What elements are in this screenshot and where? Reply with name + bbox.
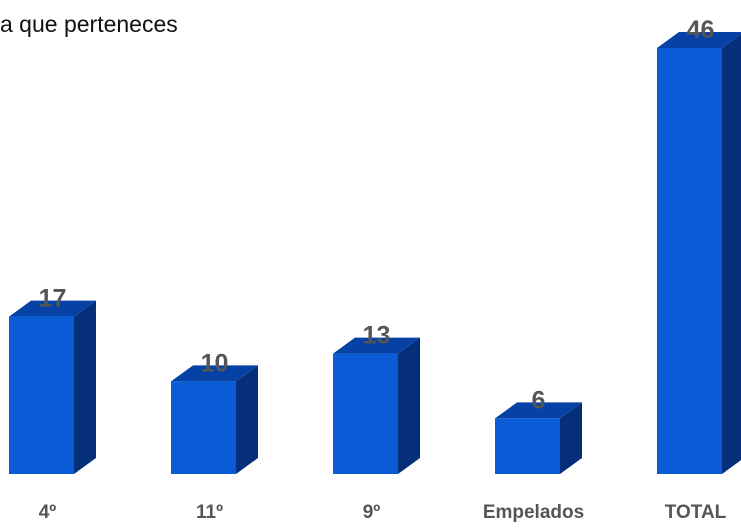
bar-top <box>171 365 258 382</box>
bar <box>495 418 560 474</box>
bar-top <box>495 402 582 419</box>
bar <box>9 316 74 474</box>
bar-side <box>74 300 96 474</box>
chart-title: a que perteneces <box>0 11 178 37</box>
bar-top <box>333 337 420 354</box>
bar <box>333 353 398 474</box>
data-label: 13 <box>363 322 391 350</box>
bar-side <box>560 402 582 474</box>
category-label: Empelados <box>483 502 584 523</box>
bar-group <box>495 402 582 474</box>
data-label: 17 <box>39 285 67 313</box>
bar-top <box>657 32 741 48</box>
bar-group <box>333 337 420 474</box>
bar <box>657 48 722 474</box>
bar-group <box>171 365 258 474</box>
category-label: TOTAL <box>665 502 727 523</box>
bar-group <box>657 32 741 474</box>
data-label: 46 <box>687 16 715 44</box>
bar-side <box>236 365 258 474</box>
category-label: 4º <box>39 502 57 523</box>
bar <box>171 381 236 474</box>
category-label: 11º <box>196 502 223 523</box>
category-label: 9º <box>363 502 381 523</box>
bar-side <box>398 337 420 474</box>
chart-title-text: a que perteneces <box>0 11 178 37</box>
bar-group <box>9 300 96 474</box>
bar-side <box>722 34 741 474</box>
data-label: 6 <box>532 386 546 414</box>
bar-top <box>9 300 96 317</box>
data-label: 10 <box>201 349 229 377</box>
